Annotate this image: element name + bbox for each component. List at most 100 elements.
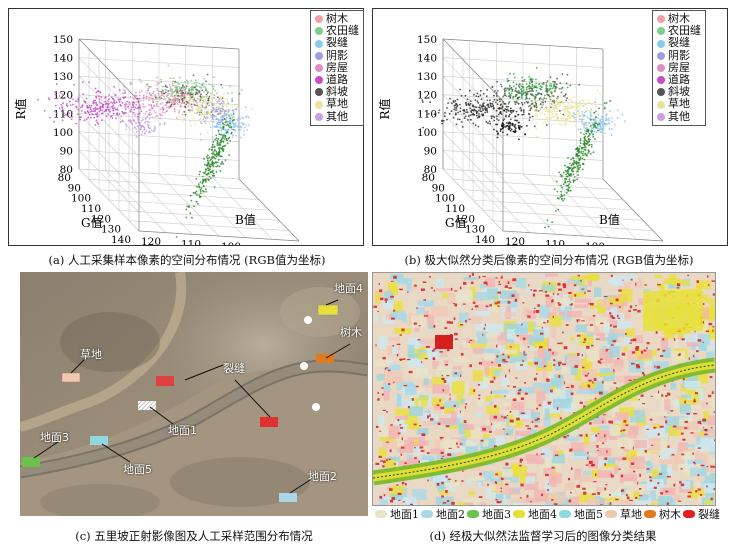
z-tick: 120 <box>53 90 73 102</box>
z-tick: 150 <box>53 34 73 46</box>
caption-d: (d) 经极大似然法监督学习后的图像分类结果 <box>429 529 657 543</box>
z-tick: 100 <box>417 127 437 139</box>
legend-label: 房屋 <box>326 60 348 74</box>
legend-b: 树木 农田缝 裂缝 阴影 房屋 道路 斜坡 草地 其他 <box>652 10 706 126</box>
x-axis-label: G值 <box>81 215 103 230</box>
legend-swatch <box>315 27 323 36</box>
legend-swatch <box>315 100 323 109</box>
scatter3d-a: 1501401301201101009080809010011012013014… <box>13 34 300 246</box>
legend-item: 房屋 <box>657 60 701 74</box>
legend-label: 阴影 <box>668 48 690 62</box>
g-tick: 140 <box>475 234 495 245</box>
z-tick: 90 <box>424 145 437 157</box>
legend-swatch <box>657 112 665 121</box>
scatter-cluster <box>133 85 196 117</box>
legend-swatch <box>513 510 525 518</box>
z-tick: 80 <box>424 164 437 176</box>
x-axis-label: G值 <box>445 215 467 230</box>
caption-c: (c) 五里坡正射影像图及人工采样范围分布情况 <box>75 529 313 543</box>
scatter-cluster <box>125 109 162 138</box>
legend-item: 其他 <box>315 110 359 123</box>
legend-swatch <box>657 100 665 109</box>
g-tick: 80 <box>422 172 435 184</box>
g-tick: 120 <box>91 213 111 225</box>
legend-swatch <box>421 510 433 518</box>
legend-swatch <box>657 27 665 36</box>
legend-label: 地面2 <box>436 508 465 521</box>
legend-swatch <box>315 112 323 121</box>
scatter-cluster <box>514 82 608 138</box>
y-axis-label: B值 <box>599 212 620 227</box>
legend-item: 农田缝 <box>315 24 359 37</box>
legend-label: 树木 <box>326 12 348 25</box>
z-tick: 130 <box>417 71 437 83</box>
z-axis-label: R值 <box>377 98 392 119</box>
g-tick: 100 <box>435 193 455 205</box>
g-tick: 110 <box>81 203 101 215</box>
z-tick: 130 <box>53 71 73 83</box>
legend-label: 草地 <box>668 97 690 111</box>
legend-label: 其他 <box>668 109 690 123</box>
g-tick: 130 <box>465 224 485 236</box>
scatter-cluster <box>421 85 561 131</box>
z-tick: 150 <box>417 34 437 46</box>
panel-a-frame: 150 140 130 120 110 100 90 80 80 90 100 110 120 130 14… <box>8 8 364 246</box>
classification-legend: 地面1 地面2 地面3 地面4 地面5 草地 树木 裂缝 <box>375 506 720 522</box>
legend-swatch <box>375 510 387 518</box>
legend-label: 裂缝 <box>698 508 720 521</box>
b-tick: 120 <box>141 236 161 245</box>
legend-item: 树木 <box>315 12 359 25</box>
legend-swatch <box>315 76 323 85</box>
z-tick: 90 <box>60 145 73 157</box>
legend-label: 裂缝 <box>668 36 690 50</box>
legend-item: 斜坡 <box>315 86 359 98</box>
label-ground5: 地面5 <box>123 463 152 476</box>
b-tick: 90 <box>261 244 274 246</box>
legend-label: 斜坡 <box>326 85 348 99</box>
legend-item: 其他 <box>657 109 701 123</box>
legend-item: 草地 <box>657 98 701 110</box>
legend-item: 阴影 <box>315 48 359 62</box>
legend-item: 阴影 <box>657 48 701 62</box>
panel-d-classification <box>372 272 716 506</box>
label-crack: 裂缝 <box>223 362 245 375</box>
legend-item: 裂缝 <box>315 37 359 49</box>
label-tree: 树木 <box>340 326 362 339</box>
legend-swatch <box>315 15 323 24</box>
legend-swatch <box>605 510 617 518</box>
scatter-cluster <box>572 99 626 137</box>
scatter-cluster <box>544 100 611 229</box>
z-tick: 120 <box>417 90 437 102</box>
scatter-cluster <box>496 109 528 141</box>
b-tick: 90 <box>625 244 638 246</box>
legend-label: 草地 <box>326 97 348 111</box>
b-tick: 110 <box>545 239 565 246</box>
g-tick: 120 <box>455 213 475 225</box>
z-tick: 140 <box>53 53 73 65</box>
b-tick: 120 <box>505 236 525 245</box>
legend-label: 地面4 <box>528 508 557 521</box>
label-grass: 草地 <box>80 348 102 361</box>
g-tick: 100 <box>71 193 91 205</box>
legend-label: 道路 <box>326 73 348 87</box>
legend-label: 地面5 <box>574 508 603 521</box>
scatter-cluster <box>129 76 243 105</box>
legend-label: 阴影 <box>326 48 348 62</box>
legend-label: 斜坡 <box>668 85 690 99</box>
legend-item: 草地 <box>315 98 359 110</box>
legend-item: 道路 <box>315 73 359 87</box>
legend-label: 房屋 <box>668 60 690 74</box>
scatter-cluster <box>175 92 241 238</box>
z-tick: 80 <box>60 164 73 176</box>
legend-label: 草地 <box>620 508 642 521</box>
z-tick: 100 <box>53 127 73 139</box>
panel-c-photo: 地面4 树木 草地 裂缝 地面1 地面3 地面5 地面2 <box>20 272 368 516</box>
legend-swatch <box>657 88 665 97</box>
legend-swatch <box>657 63 665 72</box>
orthophoto <box>20 272 368 516</box>
z-axis-label: R值 <box>13 98 28 119</box>
z-tick: 140 <box>417 53 437 65</box>
legend-swatch <box>657 76 665 85</box>
legend-item: 裂缝 <box>657 37 701 49</box>
z-tick: 110 <box>417 108 437 120</box>
